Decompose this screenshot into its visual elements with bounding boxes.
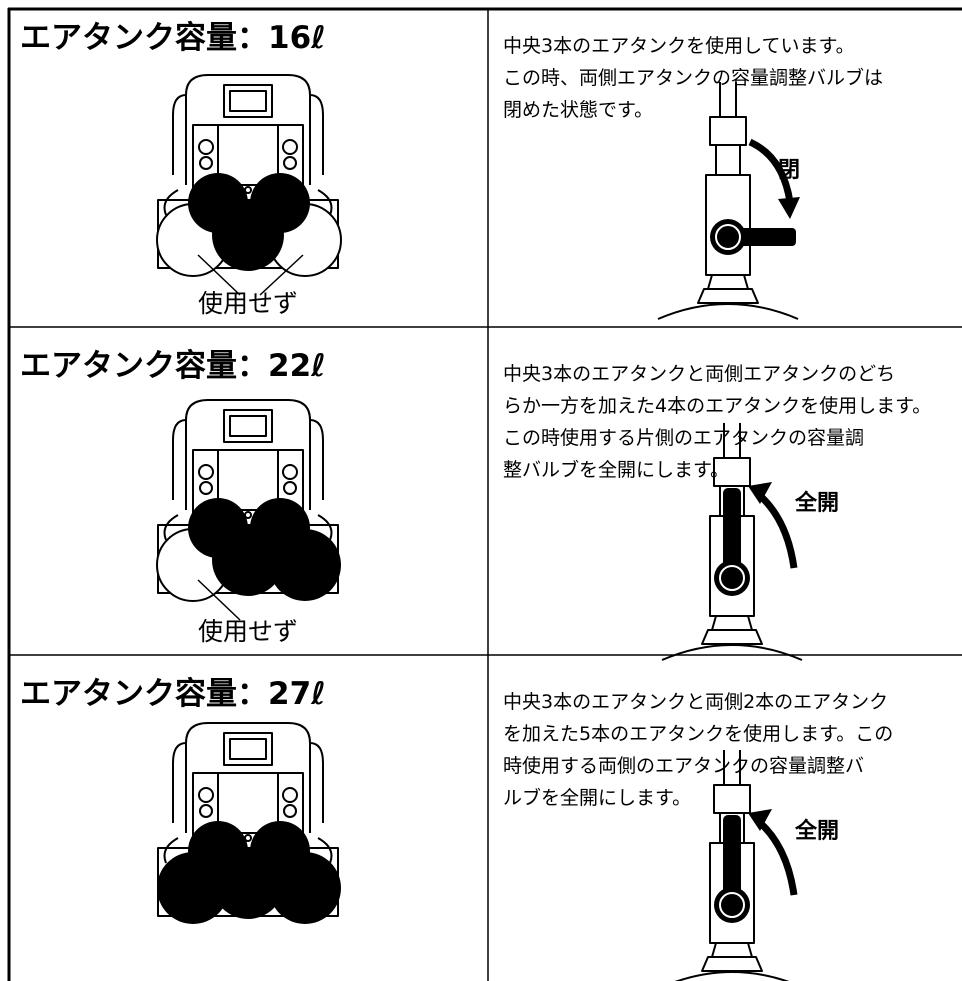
description-line: 整バルブを全開にします。 <box>503 458 729 481</box>
caption: 使用せず <box>198 617 298 646</box>
description-line: 閉めた状態です。 <box>503 99 653 121</box>
description-line: この時、両側エアタンクの容量調整バルブは <box>503 66 883 89</box>
valve-label: 全開 <box>794 490 839 516</box>
description-line: この時使用する片側のエアタンクの容量調 <box>503 427 864 449</box>
description-line: 中央3本のエアタンクを使用しています。 <box>503 35 855 57</box>
description-line: らか一方を加えた4本のエアタンクを使用します。 <box>503 395 931 417</box>
description-line: 中央3本のエアタンクと両側エアタンクのどち <box>503 363 895 385</box>
description-line: 時使用する両側のエアタンクの容量調整バ <box>503 755 864 777</box>
valve-illustration <box>661 422 803 661</box>
valve-illustration <box>661 749 803 981</box>
section-title: エアタンク容量：16ℓ <box>20 20 326 56</box>
compressor-illustration <box>157 722 341 924</box>
valve-label: 全開 <box>794 818 839 844</box>
section-title: エアタンク容量：27ℓ <box>20 676 326 712</box>
valve-label: 閉 <box>778 158 800 183</box>
description-line: 中央3本のエアタンクと両側2本のエアタンク <box>503 691 888 713</box>
caption: 使用せず <box>198 289 298 318</box>
compressor-illustration <box>156 399 341 621</box>
description-line: ルブを全開にします。 <box>503 786 691 809</box>
compressor-illustration <box>156 74 342 296</box>
description-line: を加えた5本のエアタンクを使用します。この <box>503 723 893 745</box>
valve-illustration <box>657 81 800 320</box>
section-title: エアタンク容量：22ℓ <box>20 348 326 384</box>
